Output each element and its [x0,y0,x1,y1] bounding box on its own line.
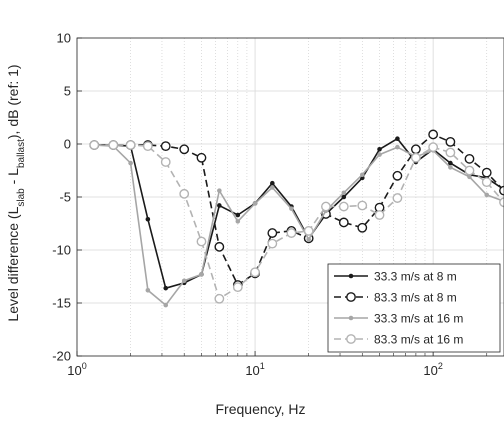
y-tick-label: 5 [64,84,71,99]
data-point [236,213,241,218]
data-point [429,130,437,138]
y-tick-label: 10 [57,31,71,46]
data-point [217,203,222,208]
data-point [358,224,366,232]
y-tick-label: -20 [52,349,71,364]
data-point [251,268,259,276]
data-point [163,303,168,308]
data-point [146,288,151,293]
data-point [128,161,133,166]
data-point [358,201,366,209]
legend-label: 83.3 m/s at 16 m [374,333,463,347]
data-point [377,147,382,152]
data-point [446,148,454,156]
data-point [270,181,275,186]
data-point [199,272,204,277]
data-point [393,194,401,202]
x-axis-label: Frequency, Hz [216,401,306,417]
data-point [144,142,152,150]
data-point [197,154,205,162]
data-point [304,227,312,235]
data-point [217,188,222,193]
data-point [234,283,242,291]
data-point [483,168,491,176]
data-point [163,286,168,291]
data-point [268,239,276,247]
legend-marker [349,316,354,321]
data-point [412,145,420,153]
legend: 33.3 m/s at 8 m 83.3 m/s at 8 m 33.3 m/s a… [328,264,500,352]
data-point [395,145,400,150]
y-tick-label: -15 [52,296,71,311]
data-point [162,158,170,166]
data-point [306,237,311,242]
y-tick-label: -10 [52,243,71,258]
data-point [393,172,401,180]
data-point [375,211,383,219]
legend-label: 83.3 m/s at 8 m [374,291,457,305]
data-point [483,178,491,186]
data-point [289,206,294,211]
data-point [215,295,223,303]
data-point [197,237,205,245]
y-tick-label: -5 [59,190,71,205]
legend-marker [347,293,355,301]
data-point [270,185,275,190]
data-point [162,142,170,150]
data-point [465,155,473,163]
data-point [215,243,223,251]
data-point [253,201,258,206]
data-point [109,141,117,149]
data-point [360,172,365,177]
data-point [342,190,347,195]
data-point [268,229,276,237]
data-point [180,190,188,198]
data-point [287,229,295,237]
legend-label: 33.3 m/s at 8 m [374,270,457,284]
data-point [446,138,454,146]
data-point [90,141,98,149]
legend-label: 33.3 m/s at 16 m [374,312,463,326]
data-point [500,198,504,206]
y-tick-label: 0 [64,137,71,152]
data-point [340,202,348,210]
data-point [146,217,151,222]
data-point [182,278,187,283]
data-point [395,136,400,141]
data-point [340,218,348,226]
data-point [465,166,473,174]
data-point [322,202,330,210]
data-point [377,152,382,157]
data-point [484,193,489,198]
data-point [180,145,188,153]
data-point [500,186,504,194]
data-point [126,141,134,149]
data-point [236,219,241,224]
data-point [429,143,437,151]
data-point [412,154,420,162]
legend-marker [347,335,355,343]
legend-marker [349,274,354,279]
data-point [448,165,453,170]
